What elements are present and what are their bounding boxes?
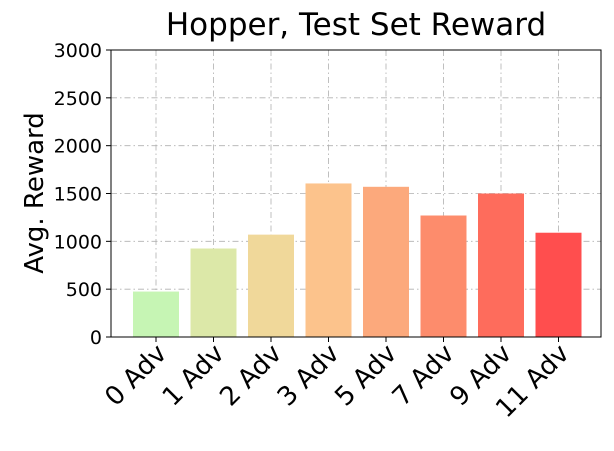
- x-tick-label: 0 Adv: [99, 339, 173, 413]
- grid-lines: [111, 49, 601, 338]
- bar-2-adv: [248, 234, 294, 337]
- chart-title: Hopper, Test Set Reward: [166, 7, 546, 43]
- x-tick-label: 1 Adv: [157, 339, 231, 413]
- y-tick-label: 1000: [54, 231, 102, 253]
- y-tick-label: 2000: [54, 136, 102, 158]
- y-tick-label: 1500: [54, 184, 102, 206]
- bars: [133, 183, 582, 337]
- y-ticks: 0 500 1000 1500 2000 2500 3000: [54, 40, 111, 349]
- y-axis-label: Avg. Reward: [20, 112, 50, 274]
- x-tick-label: 2 Adv: [214, 339, 288, 413]
- y-tick-label: 0: [90, 327, 102, 349]
- bar-1-adv: [190, 248, 237, 337]
- bar-7-adv: [420, 215, 467, 337]
- bar-5-adv: [363, 186, 409, 337]
- bar-3-adv: [305, 183, 352, 337]
- bar-0-adv: [133, 291, 179, 337]
- bar-9-adv: [478, 193, 524, 337]
- x-tick-label: 7 Adv: [387, 339, 461, 413]
- x-tick-label: 3 Adv: [272, 339, 346, 413]
- x-tick-label: 5 Adv: [329, 339, 403, 413]
- bar-11-adv: [535, 232, 582, 337]
- y-tick-label: 3000: [54, 40, 102, 62]
- y-tick-label: 2500: [54, 88, 102, 110]
- y-tick-label: 500: [66, 279, 102, 301]
